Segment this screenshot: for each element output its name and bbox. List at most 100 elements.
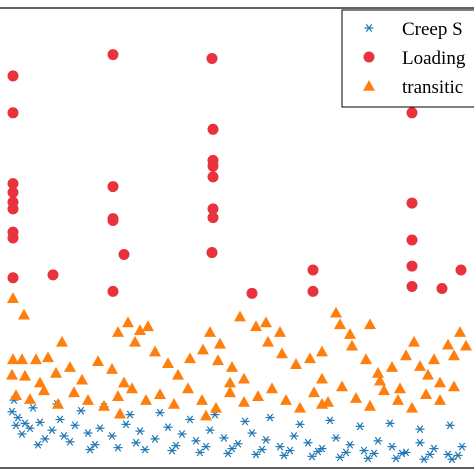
data-point: [18, 308, 30, 320]
data-point: [364, 399, 376, 411]
data-point: [131, 438, 141, 447]
data-point: [90, 440, 100, 449]
data-point: [121, 420, 131, 429]
data-point: [260, 316, 272, 328]
data-point: [397, 449, 407, 458]
data-point: [214, 337, 226, 349]
data-point: [191, 436, 201, 445]
data-point: [246, 287, 258, 299]
data-point: [7, 272, 19, 284]
data-point: [207, 212, 219, 224]
data-point: [7, 70, 19, 82]
data-point: [455, 264, 467, 276]
data-point: [162, 357, 174, 368]
data-point: [200, 409, 212, 421]
data-point: [25, 424, 35, 433]
data-point: [325, 416, 335, 425]
data-point: [454, 326, 466, 337]
data-point: [38, 384, 50, 396]
data-point: [95, 424, 105, 433]
data-point: [223, 449, 233, 458]
data-point: [307, 264, 319, 276]
legend-marker: [363, 80, 375, 91]
data-point: [107, 181, 119, 193]
data-point: [140, 394, 152, 405]
legend-item: Loading: [363, 48, 466, 69]
data-point: [98, 399, 110, 411]
data-point: [65, 437, 75, 446]
data-point: [129, 335, 141, 347]
data-point: [52, 397, 64, 409]
data-point: [184, 352, 196, 364]
data-point: [238, 372, 250, 384]
data-point: [177, 430, 187, 438]
series-layer: [6, 49, 472, 464]
data-point: [85, 445, 95, 454]
data-point: [392, 394, 404, 405]
data-point: [150, 434, 160, 443]
data-point: [24, 393, 36, 404]
data-point: [400, 349, 412, 361]
data-point: [207, 203, 219, 215]
data-point: [334, 318, 346, 330]
data-point: [171, 441, 181, 450]
data-point: [107, 432, 117, 440]
data-point: [460, 339, 472, 351]
data-point: [122, 316, 134, 328]
data-point: [195, 448, 205, 457]
data-point: [294, 401, 306, 413]
data-point: [172, 368, 184, 380]
data-point: [335, 453, 345, 462]
data-point: [448, 380, 460, 392]
data-point: [355, 422, 365, 431]
data-point: [107, 49, 119, 61]
data-point: [448, 349, 460, 361]
data-point: [233, 439, 243, 448]
data-point: [68, 386, 80, 398]
data-point: [420, 388, 432, 400]
data-point: [307, 285, 319, 297]
data-point: [265, 413, 275, 422]
axes-frame: [0, 7, 474, 469]
data-point: [279, 451, 289, 460]
data-point: [386, 361, 398, 372]
data-point: [313, 447, 323, 456]
data-point: [331, 433, 341, 442]
data-point: [434, 376, 446, 388]
data-point: [40, 434, 50, 443]
data-point: [210, 401, 222, 413]
data-point: [154, 388, 166, 400]
data-point: [275, 442, 285, 451]
data-point: [182, 382, 194, 394]
data-point: [350, 392, 362, 403]
data-point: [185, 415, 195, 424]
data-point: [76, 406, 86, 415]
data-point: [303, 438, 313, 447]
data-point: [252, 390, 264, 401]
data-point: [224, 386, 236, 398]
data-point: [276, 347, 288, 359]
data-point: [387, 442, 397, 451]
data-point: [7, 407, 17, 416]
data-point: [261, 435, 271, 444]
data-point: [205, 426, 215, 435]
data-point: [289, 432, 299, 440]
data-point: [149, 345, 161, 357]
data-point: [406, 197, 418, 209]
data-point: [107, 285, 119, 297]
data-point: [391, 454, 401, 463]
data-point: [47, 426, 57, 435]
data-point: [224, 376, 236, 388]
data-point: [7, 107, 19, 119]
data-point: [7, 292, 19, 303]
data-point: [346, 339, 358, 351]
data-point: [126, 382, 138, 394]
data-point: [344, 328, 356, 339]
data-point: [207, 171, 219, 183]
data-point: [280, 394, 292, 405]
data-point: [7, 203, 19, 215]
data-point: [363, 454, 373, 463]
data-point: [30, 353, 42, 365]
data-point: [445, 421, 455, 430]
